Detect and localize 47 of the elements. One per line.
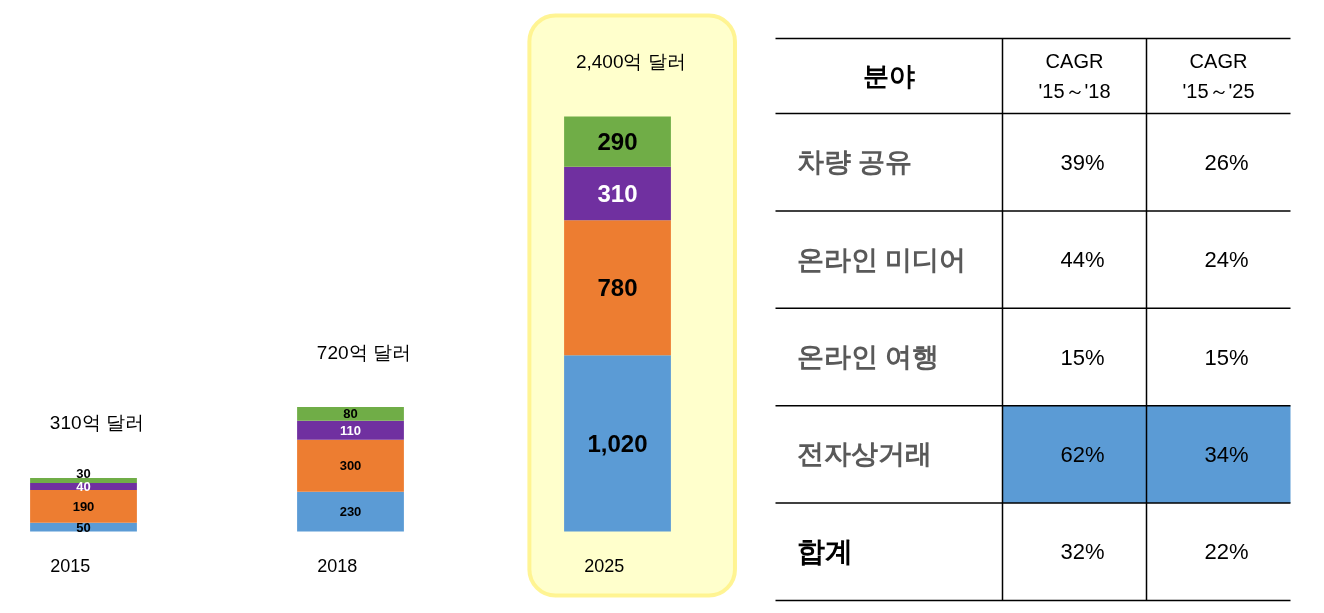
data-label: 780 xyxy=(597,274,638,302)
bar xyxy=(30,522,137,532)
y-tick-label: 온라인 여행 xyxy=(796,342,940,372)
bar xyxy=(564,116,671,167)
data-label: 30 xyxy=(76,466,91,482)
data-label: 290 xyxy=(597,128,638,156)
bar xyxy=(564,166,671,221)
bar xyxy=(297,407,404,421)
data-label: 80 xyxy=(343,406,358,422)
total-label: 720억 달러 xyxy=(316,341,411,363)
data-label: 44% xyxy=(1060,247,1105,273)
data-label: 15% xyxy=(1060,344,1105,370)
total-label: 2,400억 달러 xyxy=(575,51,686,72)
data-label: 15% xyxy=(1204,344,1249,370)
y-tick-label: 합계 xyxy=(796,536,853,568)
y-tick-label: 차량 공유 xyxy=(796,147,913,178)
data-label: 39% xyxy=(1060,149,1105,175)
data-label: 26% xyxy=(1204,149,1249,175)
bar xyxy=(297,420,404,440)
data-label: 110 xyxy=(340,422,361,438)
x-tick-label: CAGR '15～'18 xyxy=(1038,50,1111,102)
bar xyxy=(30,490,137,523)
bar xyxy=(564,220,671,356)
y-tick-label: 전자상거래 xyxy=(796,439,932,470)
data-label: 32% xyxy=(1060,539,1105,565)
data-label: 50 xyxy=(76,519,91,535)
data-label: 24% xyxy=(1204,247,1249,273)
y-axis-title: 분야 xyxy=(863,61,915,91)
data-label: 190 xyxy=(72,498,95,514)
x-tick-label: 2018 xyxy=(317,556,358,576)
data-label: 62% xyxy=(1060,441,1105,467)
data-label: 230 xyxy=(339,504,362,520)
x-tick-label: 2025 xyxy=(584,556,625,576)
total-label: 310억 달러 xyxy=(49,412,144,434)
x-tick-label: 2015 xyxy=(50,556,91,576)
data-label: 310 xyxy=(597,179,638,207)
data-label: 300 xyxy=(339,458,362,474)
bar xyxy=(30,477,137,484)
data-label: 22% xyxy=(1204,539,1249,565)
bar xyxy=(564,355,671,532)
bar xyxy=(297,491,404,532)
x-tick-label: CAGR '15～'25 xyxy=(1182,50,1255,102)
data-label: 1,020 xyxy=(587,429,648,457)
y-tick-label: 온라인 미디어 xyxy=(796,244,967,275)
data-label: 34% xyxy=(1204,441,1249,467)
bar xyxy=(297,439,404,492)
bar xyxy=(30,483,137,490)
